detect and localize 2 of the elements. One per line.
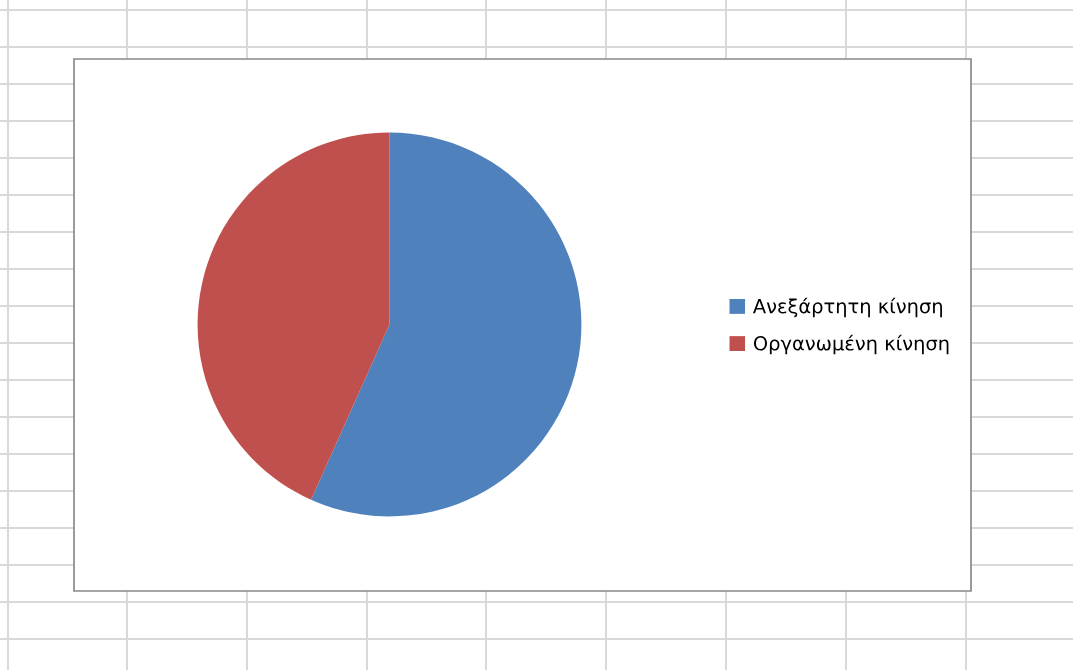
legend-label: Ανεξάρτητη κίνηση <box>752 297 942 318</box>
legend-label: Οργανωμένη κίνηση <box>753 334 949 355</box>
